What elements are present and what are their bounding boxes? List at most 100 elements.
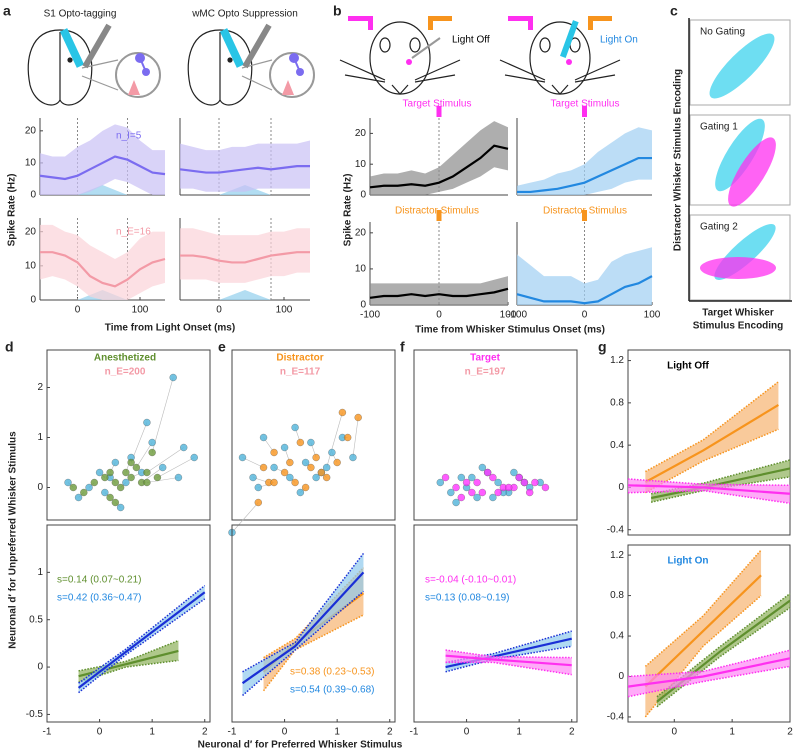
point [483, 468, 492, 477]
point [478, 463, 487, 472]
point [447, 488, 455, 497]
band-edge [644, 381, 779, 473]
x-tick-label: 0 [672, 727, 678, 738]
point [307, 438, 315, 447]
y-tick-label: 0 [30, 190, 36, 201]
point [111, 478, 120, 487]
y-tick-label: 0 [618, 671, 624, 682]
pair-link [157, 457, 195, 478]
point [153, 473, 162, 482]
point [541, 483, 550, 492]
point [254, 483, 262, 492]
stimulus-marker [436, 210, 442, 221]
x-tick-label: 100 [276, 305, 293, 316]
y-tick-label: 0.8 [610, 590, 624, 601]
point [180, 443, 188, 452]
point [280, 468, 289, 477]
point [520, 478, 529, 487]
point [148, 448, 156, 457]
x-tick-label: 2 [387, 727, 393, 738]
point [249, 473, 257, 482]
x-tick-label: 1 [729, 727, 735, 738]
point [143, 478, 151, 487]
point [531, 478, 539, 487]
fiber-electrode [59, 23, 304, 95]
point [473, 478, 481, 487]
chart-title: Distractor Stimulus [395, 206, 479, 217]
plot-frame [46, 524, 211, 723]
whisker-stim [348, 16, 612, 65]
point [328, 448, 336, 457]
chart-title: Light Off [667, 361, 709, 372]
point [441, 473, 450, 482]
y-tick-label: 0 [30, 295, 36, 306]
annotation: s=0.13 (0.08~0.19) [425, 593, 510, 604]
chart-title: Distractor [276, 353, 323, 364]
x-tick-label: -1 [43, 727, 52, 738]
annotation: n_E=16 [116, 227, 151, 238]
y-tick-label: 20 [25, 125, 37, 136]
band-edge [627, 649, 791, 678]
point [333, 458, 341, 467]
point [259, 463, 268, 472]
point [457, 493, 465, 502]
pair-link [136, 442, 153, 468]
point [159, 463, 167, 472]
line [627, 484, 791, 495]
point [515, 473, 523, 482]
point [468, 473, 476, 482]
line [517, 156, 652, 194]
point [312, 473, 320, 482]
pair-link [146, 447, 184, 473]
y-tick-label: 1.2 [610, 355, 624, 366]
plot-frame [413, 349, 578, 521]
line [627, 657, 791, 688]
annotation: s=0.38 (0.23~0.53) [290, 667, 375, 678]
x-tick-label: 1 [149, 727, 155, 738]
point [238, 453, 247, 462]
schematic-title: No Gating [700, 27, 745, 38]
plot-frame [46, 349, 211, 521]
point [338, 408, 347, 417]
x-tick-label: 0 [216, 305, 222, 316]
chart-title: Distractor Stimulus [543, 206, 627, 217]
point [143, 418, 151, 427]
point [95, 468, 104, 477]
y-axis-label: Spike Rate (Hz) [343, 174, 354, 247]
point [436, 478, 444, 487]
annotation: s=0.42 (0.36~0.47) [57, 593, 142, 604]
band-edge [242, 552, 365, 673]
point [354, 413, 362, 422]
band-edge [445, 661, 572, 676]
x-tick-label: 100 [132, 305, 149, 316]
point [90, 478, 98, 487]
point [510, 468, 518, 477]
plot-frame [413, 524, 578, 723]
x-tick-label: 0 [282, 727, 288, 738]
point [122, 468, 130, 477]
x-tick-label: -100 [360, 310, 380, 321]
point [122, 478, 130, 487]
plot-frame [231, 349, 396, 521]
point [80, 488, 88, 497]
band-edge [78, 639, 179, 672]
chart-title: Target Stimulus [403, 99, 472, 110]
point [462, 478, 471, 487]
y-tick-label: -0.5 [26, 709, 44, 720]
point [116, 483, 125, 492]
panel-label: c [670, 3, 678, 19]
plot-frame [627, 349, 791, 536]
plot-frame [231, 524, 396, 723]
annotation: s=-0.04 (-0.10~0.01) [425, 575, 516, 586]
pair-link [326, 412, 343, 468]
stimulus-marker [582, 210, 587, 221]
point [190, 453, 198, 462]
line [39, 155, 166, 181]
point [494, 488, 502, 497]
stimulus-marker [436, 106, 442, 117]
point [301, 458, 310, 467]
light-pulse [219, 290, 271, 300]
point [101, 473, 109, 482]
point [127, 458, 135, 467]
x-axis-label: Time from Whisker Stimulus Onset (ms) [415, 325, 605, 336]
